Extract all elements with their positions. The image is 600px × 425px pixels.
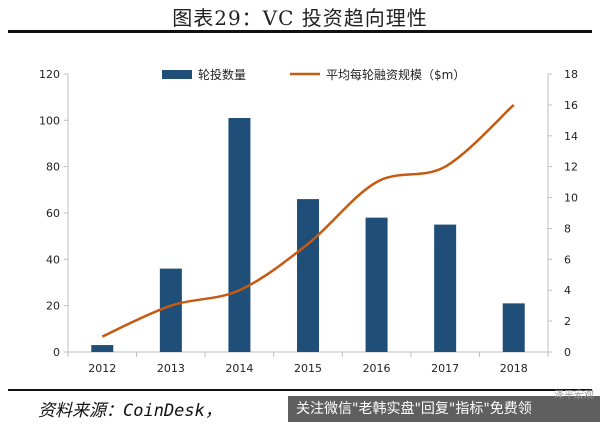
bar [502, 303, 525, 352]
x-tick-label: 2014 [225, 362, 253, 375]
trend-line [101, 103, 515, 338]
x-tick-label: 2018 [500, 362, 528, 375]
source-rule [8, 389, 592, 391]
bar [159, 268, 182, 352]
watermark-account: 泽平宏观 [554, 390, 594, 401]
left-tick-label: 120 [39, 68, 60, 81]
combo-chart: 0 20 40 60 80 100 120 0 2 4 6 8 10 12 14 16 18 2012 2013… [39, 67, 578, 375]
right-tick-label: 14 [564, 130, 578, 143]
left-y-axis: 0 20 40 60 80 100 120 [39, 68, 69, 359]
right-tick-label: 16 [564, 99, 578, 112]
x-tick-label: 2015 [294, 362, 322, 375]
x-tick-label: 2012 [88, 362, 116, 375]
x-tick-label: 2016 [363, 362, 391, 375]
right-tick-label: 8 [564, 222, 571, 235]
left-tick-label: 60 [46, 207, 60, 220]
right-tick-label: 4 [564, 284, 571, 297]
source-note: 资料来源：CoinDesk， [38, 401, 222, 421]
x-tick-label: 2017 [431, 362, 459, 375]
line-series [101, 103, 515, 338]
legend-line-label: 平均每轮融资规模（$m） [326, 67, 465, 82]
x-tick-label: 2013 [157, 362, 185, 375]
bar [228, 118, 251, 353]
legend-bar-swatch [162, 70, 192, 79]
right-tick-label: 6 [564, 253, 571, 266]
bar [297, 199, 319, 352]
bar-series [91, 118, 525, 353]
bar [434, 224, 457, 352]
right-tick-label: 0 [564, 346, 571, 359]
right-y-axis: 0 2 4 6 8 10 12 14 16 18 [547, 68, 578, 359]
right-tick-label: 12 [564, 161, 578, 174]
right-tick-label: 10 [564, 192, 578, 205]
left-tick-label: 100 [39, 114, 60, 127]
legend: 轮投数量 平均每轮融资规模（$m） [162, 67, 465, 82]
legend-bar-label: 轮投数量 [198, 67, 246, 82]
title-rule [8, 30, 592, 33]
figure-title: 图表29：VC 投资趋向理性 [172, 6, 428, 30]
watermark-banner: 关注微信"老韩实盘"回复"指标"免费领 [288, 396, 600, 422]
left-tick-label: 20 [46, 300, 60, 313]
left-tick-label: 40 [46, 253, 60, 266]
right-tick-label: 18 [564, 68, 578, 81]
x-axis: 2012 2013 2014 2015 2016 2017 2018 [67, 351, 549, 375]
right-tick-label: 2 [564, 315, 571, 328]
bar [365, 217, 388, 352]
left-tick-label: 0 [53, 346, 60, 359]
bar [91, 345, 114, 352]
left-tick-label: 80 [46, 161, 60, 174]
